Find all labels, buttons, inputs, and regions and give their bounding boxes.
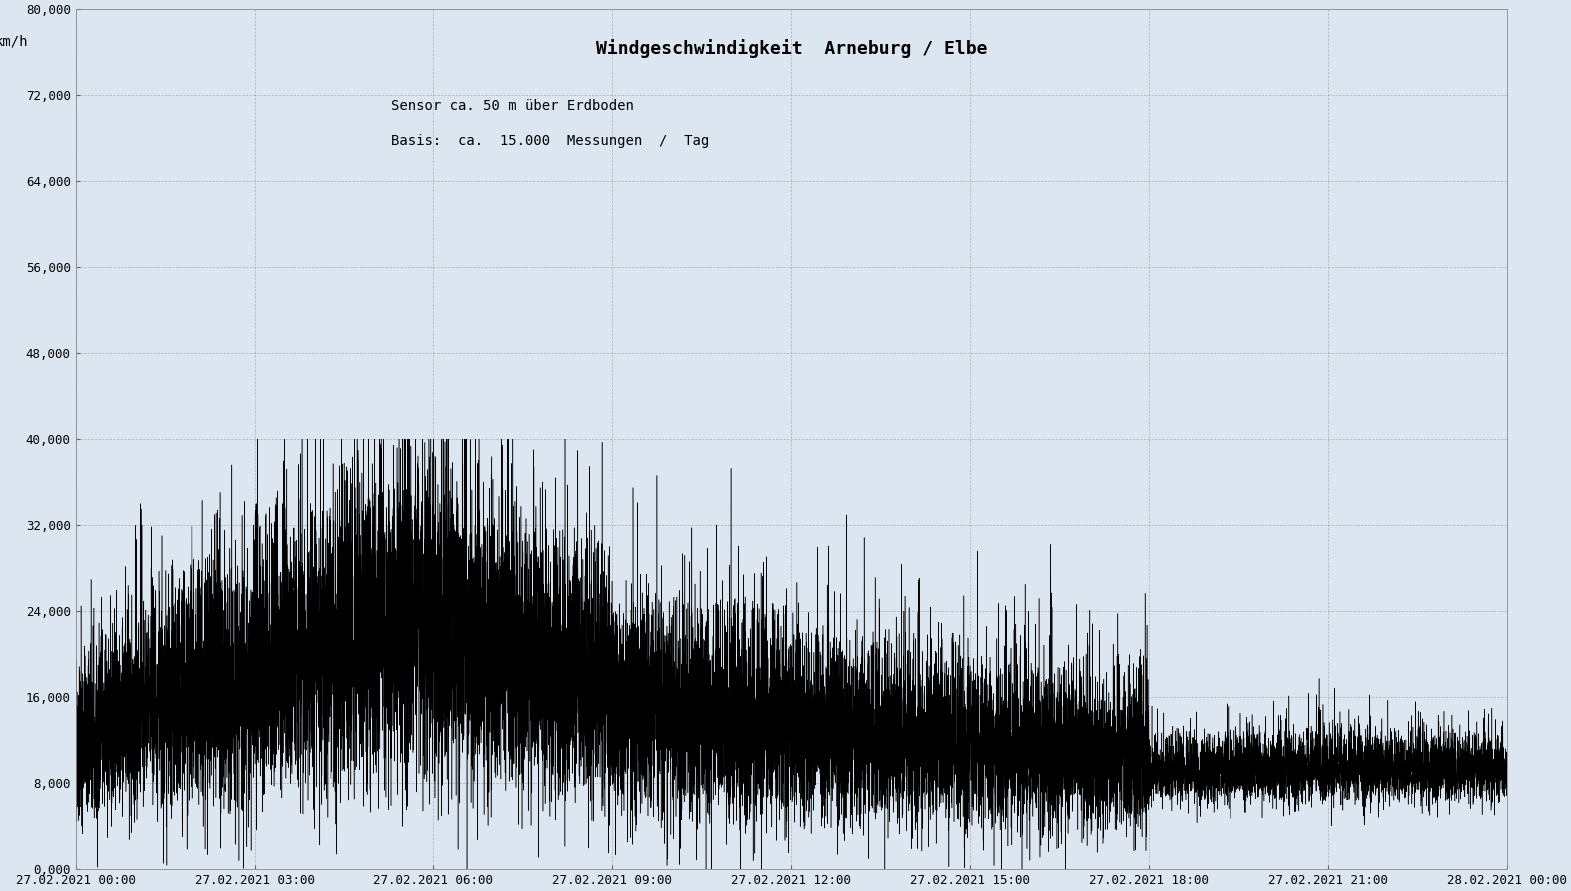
Text: Sensor ca. 50 m über Erdboden: Sensor ca. 50 m über Erdboden — [391, 100, 633, 113]
Text: Windgeschwindigkeit  Arneburg / Elbe: Windgeschwindigkeit Arneburg / Elbe — [595, 39, 987, 58]
Y-axis label: km/h: km/h — [0, 35, 28, 49]
Text: Basis:  ca.  15.000  Messungen  /  Tag: Basis: ca. 15.000 Messungen / Tag — [391, 134, 709, 148]
